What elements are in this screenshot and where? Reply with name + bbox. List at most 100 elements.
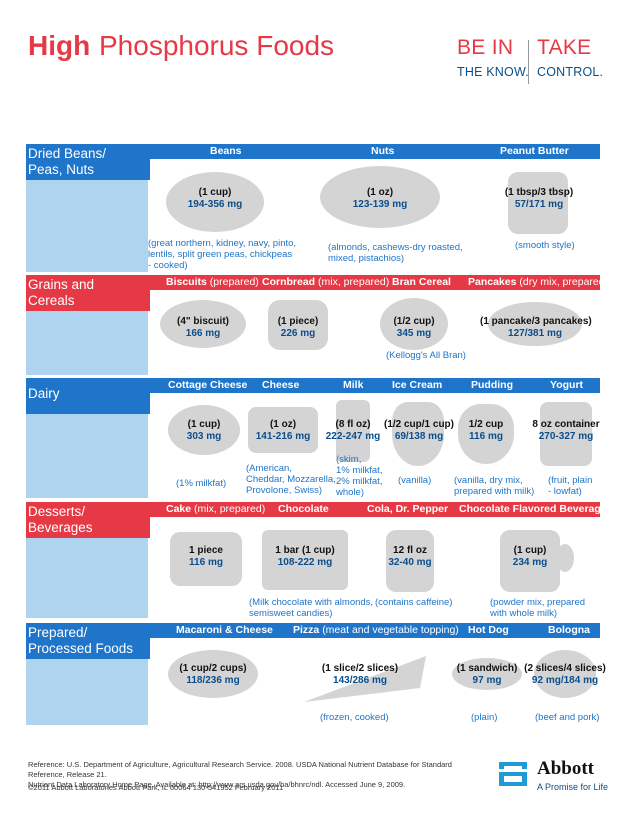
category-desserts: Desserts/ Beverages [26,502,150,538]
cheese-serving: (1 oz) [269,419,297,430]
nuts-note: (almonds, cashews-dry roasted, mixed, pis… [328,242,463,264]
mac-cheese-image [168,650,258,698]
pudding-serving: 1/2 cup [468,419,504,430]
peanut-butter-serving: (1 tbsp/3 tbsp) [504,187,574,198]
pancakes-amount: 127/381 mg [508,328,562,339]
page-title-bold: High [28,30,91,61]
yogurt-note: (fruit, plain - lowfat) [548,475,593,497]
cornbread-amount: 226 mg [280,328,316,339]
item-pizza-name: Pizza [293,624,320,636]
tagline-divider [528,40,529,84]
hot-dog-amount: 97 mg [472,675,502,686]
pancakes-serving: (1 pancake/3 pancakes) [480,316,592,327]
item-chocolate-name: Chocolate [278,503,329,515]
category-dairy: Dairy [26,378,150,414]
mac-cheese-amount: 118/236 mg [186,675,240,686]
bologna-note: (beef and pork) [535,712,600,723]
chocolate-beverage-serving: (1 cup) [513,545,547,556]
item-cake-name: Cake [166,503,192,515]
chocolate-image [262,530,348,590]
pizza-amount: 143/286 mg [333,675,387,686]
bran-cereal-note: (Kellogg's All Bran) [386,350,466,361]
biscuits-serving: (4" biscuit) [177,316,229,327]
cola-image [386,530,434,592]
item-ice-cream-name: Ice Cream [392,379,443,391]
milk-image [336,400,370,462]
page-title: Phosphorus Foods [99,30,335,61]
chocolate-amount: 108-222 mg [277,557,333,568]
milk-serving: (8 fl oz) [335,419,371,430]
item-nuts-name: Nuts [371,145,395,157]
peanut-butter-note: (smooth style) [515,240,575,251]
item-beans-name: Beans [210,145,242,157]
ice-cream-image [392,402,444,466]
tagline-control: CONTROL. [537,65,604,79]
category-grains-line2: Cereals [28,293,75,308]
cola-note: (contains caffeine) [375,597,453,608]
beans-note: (great northern, kidney, navy, pinto, len… [148,238,297,271]
ice-cream-amount: 69/138 mg [394,431,444,442]
abbott-tagline: A Promise for Life [537,782,609,792]
reference-line-2: Nutrient Data Laboratory Home Page. Avai… [28,780,406,789]
cheese-image [248,407,318,453]
chocolate-beverage-image [500,530,560,592]
item-cornbread-name: Cornbread [262,276,316,288]
item-cheese-name: Cheese [262,379,300,391]
bran-cereal-image [380,298,448,350]
item-peanut-butter-name: Peanut Butter [500,145,569,157]
reference-line-1: Reference: U.S. Department of Agricultur… [28,760,452,779]
bran-cereal-amount: 345 mg [396,328,432,339]
item-cottage-cheese-name: Cottage Cheese [168,379,248,391]
pizza-note: (frozen, cooked) [320,712,389,723]
ice-cream-serving: (1/2 cup/1 cup) [383,419,454,430]
beans-header-bar: Beans Nuts Peanut Butter [148,144,600,159]
beans-serving: (1 cup) [198,187,232,198]
cheese-note: (American, Cheddar, Mozzarella, Provolone,… [246,463,336,496]
item-milk-name: Milk [343,379,364,391]
cornbread-image [268,300,328,350]
yogurt-serving: 8 oz container [532,419,600,430]
bologna-image [534,650,596,698]
item-cola-name: Cola, Dr. Pepper [367,503,449,515]
pizza-image [304,656,426,702]
item-pudding-name: Pudding [471,379,513,391]
hot-dog-serving: (1 sandwich) [456,663,518,674]
nuts-serving: (1 oz) [366,187,394,198]
grains-header-bar: Biscuits (prepared) Cornbread (mix, prep… [148,275,608,290]
item-bran-cereal-name: Bran Cereal [392,276,451,288]
abbott-logo-icon [499,762,527,786]
cake-image [170,532,242,586]
bran-cereal-serving: (1/2 cup) [393,316,435,327]
category-desserts-line1: Desserts/ [28,504,86,519]
cola-amount: 32-40 mg [388,557,432,568]
category-grains: Grains and Cereals [26,275,150,311]
cake-amount: 116 mg [189,557,223,568]
chocolate-beverage-note: (powder mix, prepared with whole milk) [490,597,586,619]
item-bologna-name: Bologna [548,624,590,636]
ice-cream-note: (vanilla) [398,475,432,486]
pudding-note: (vanilla, dry mix, prepared with milk) [454,475,535,497]
copyright-text: ©2011 Abbott Laboratories Abbott Park, I… [28,783,284,792]
desserts-header-bar: Cake (mix, prepared) Chocolate Cola, Dr.… [148,502,607,517]
pudding-image [458,404,514,464]
tagline-take: TAKE [537,36,592,59]
tagline-be-in: BE IN [457,36,514,59]
category-dairy-line1: Dairy [28,386,60,401]
tagline-the-know: THE KNOW. [457,65,529,79]
cheese-amount: 141-216 mg [255,431,311,442]
chocolate-beverage-amount: 234 mg [512,557,548,568]
biscuits-image [160,300,246,348]
category-grains-line1: Grains and [28,277,95,292]
pudding-amount: 116 mg [469,431,503,442]
category-beans: Dried Beans/ Peas, Nuts [26,144,150,180]
yogurt-amount: 270-327 mg [538,431,594,442]
pizza-slice-shape [304,656,426,702]
bologna-amount: 92 mg/184 mg [531,675,599,686]
nuts-image [320,166,440,228]
pizza-serving: (1 slice/2 slices) [321,663,399,674]
beans-image [166,172,264,232]
category-beans-line1: Dried Beans/ [28,146,107,161]
item-pancakes-name: Pancakes [468,276,517,288]
hot-dog-image [452,658,522,690]
mac-cheese-serving: (1 cup/2 cups) [179,663,247,674]
